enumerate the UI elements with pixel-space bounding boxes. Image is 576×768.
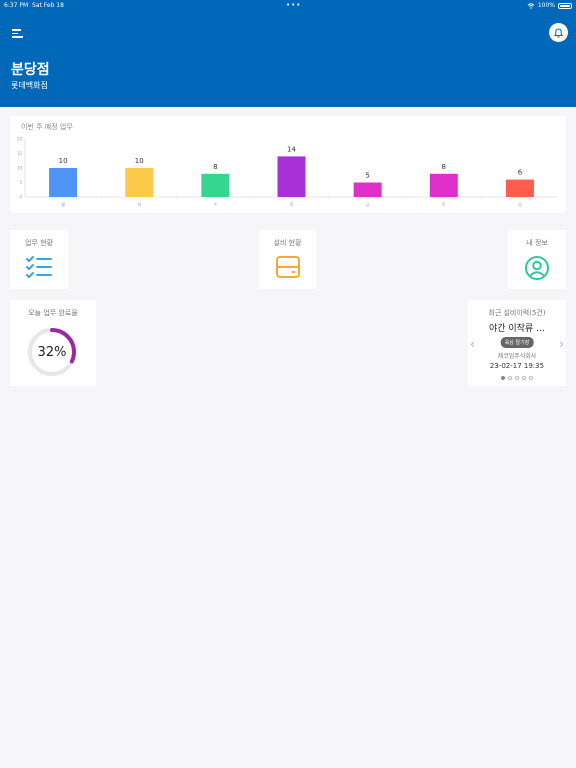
pagination-dot[interactable] (508, 376, 512, 380)
user-circle-icon (525, 256, 549, 280)
facility-status-tile[interactable]: 설비 현황 (259, 230, 316, 289)
recent-facility-label: 최근 설비이력(5건) (488, 309, 546, 317)
pagination-dots[interactable] (468, 376, 566, 380)
bar-value-label: 10 (135, 157, 144, 165)
chevron-left-icon[interactable]: ‹ (470, 337, 475, 351)
notification-button[interactable] (549, 23, 568, 42)
bar-수 (201, 173, 230, 197)
bar-화 (125, 168, 154, 197)
x-tick-label: 수 (214, 201, 218, 207)
bar-목 (277, 156, 306, 197)
completion-label: 오늘 업무 완료율 (28, 309, 78, 317)
my-info-tile[interactable]: 내 정보 (508, 230, 566, 289)
work-status-label: 업무 현황 (25, 239, 53, 247)
completion-percent: 32% (37, 344, 67, 360)
chevron-right-icon[interactable]: › (559, 337, 564, 351)
page-subtitle: 롯데백화점 (11, 81, 48, 90)
bar-금 (353, 182, 382, 197)
battery-icon (558, 3, 572, 9)
storage-icon (275, 256, 300, 278)
facility-item-date: 23-02-17 19:35 (489, 362, 545, 370)
y-tick-label: 5 (19, 180, 22, 185)
status-right: 100% (527, 2, 572, 10)
bar-value-label: 6 (518, 169, 523, 177)
completion-rate-card: 오늘 업무 완료율 32% (10, 300, 96, 386)
pagination-dot[interactable] (501, 376, 505, 380)
y-tick-label: 15 (17, 151, 23, 156)
x-tick-label: 목 (290, 202, 294, 207)
bar-value-label: 8 (442, 163, 446, 171)
bar-value-label: 8 (213, 163, 217, 171)
status-bar: 6:37 PM Sat Feb 18 ••• 100% (4, 1, 572, 12)
my-info-label: 내 정보 (526, 239, 548, 247)
facility-status-label: 설비 현황 (273, 239, 302, 247)
x-tick-label: 월 (61, 201, 65, 207)
facility-item-badge: 육상 탈기장 (500, 337, 534, 348)
bell-icon (554, 27, 563, 37)
pagination-dot[interactable] (522, 376, 526, 380)
multitask-dots[interactable]: ••• (286, 1, 302, 9)
battery-percent: 100% (537, 2, 555, 9)
x-tick-label: 화 (137, 201, 141, 207)
checklist-icon (26, 256, 52, 278)
status-time-date: 6:37 PM Sat Feb 18 (4, 2, 64, 9)
y-tick-label: 20 (17, 137, 23, 142)
weekly-bar-chart: 0 5 10 15 20 10 월 10 화 8 수 14 목 5 금 8 토 6 일 (17, 137, 558, 207)
pagination-dot[interactable] (515, 376, 519, 380)
completion-ring: 32% (27, 327, 77, 377)
page-title: 분당점 (11, 62, 50, 78)
x-tick-label: 토 (442, 202, 446, 207)
recent-facility-card: 최근 설비이력(5건) ‹ › 야간 이작류 … 육상 탈기장 제코업주식회사 … (468, 300, 566, 386)
menu-icon[interactable] (12, 28, 24, 38)
wifi-icon (527, 3, 535, 9)
x-tick-label: 일 (518, 201, 522, 207)
y-tick-label: 0 (19, 195, 22, 200)
completion-ring-arc (28, 328, 76, 376)
bar-월 (49, 168, 78, 197)
facility-item-title[interactable]: 야간 이작류 … (488, 324, 546, 334)
bar-토 (429, 173, 458, 197)
y-tick-label: 10 (17, 166, 23, 171)
bar-value-label: 14 (287, 145, 296, 153)
work-status-tile[interactable]: 업무 현황 (10, 230, 68, 289)
chart-title: 이번 주 예정 업무 (21, 123, 73, 131)
pagination-dot[interactable] (529, 376, 533, 380)
bar-value-label: 10 (59, 157, 68, 165)
facility-item-company: 제코업주식회사 (497, 353, 537, 360)
x-tick-label: 금 (366, 202, 370, 207)
app-header: 6:37 PM Sat Feb 18 ••• 100% 분당점 롯데백화점 (0, 0, 576, 107)
bar-일 (505, 179, 534, 197)
bar-value-label: 5 (365, 172, 369, 180)
weekly-task-chart-card: 이번 주 예정 업무 0 5 10 15 20 10 월 10 화 8 수 14 목 5 금 8 토 6 일 (10, 116, 566, 213)
